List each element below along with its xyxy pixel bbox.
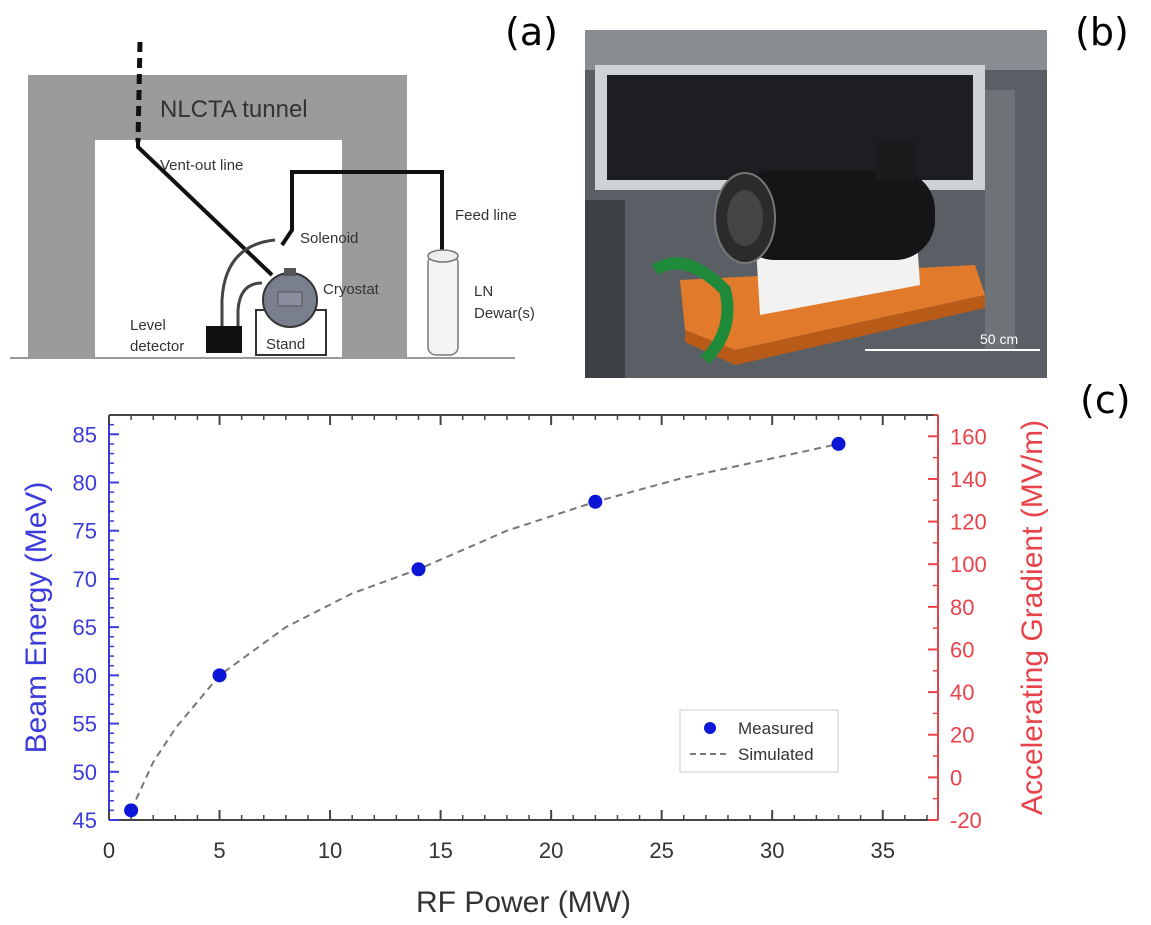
x-tick-label: 10 [318,838,342,863]
dewar-shape [427,254,459,356]
tunnel-walls [28,75,407,358]
y2-tick-label: 100 [950,552,987,577]
y2-tick-label: 60 [950,637,974,662]
measured-point [588,494,603,509]
sensor-line-2 [236,281,263,330]
x-tick-label: 15 [428,838,452,863]
legend-box [679,709,839,773]
panel-label-b: (b) [1075,10,1129,54]
y-tick-label: 80 [73,471,97,496]
setup-diagram: NLCTA tunnel Vent-out line Feed line Sol… [10,41,535,359]
y-tick-label: 60 [73,663,97,688]
panel-label-c: (c) [1080,378,1131,422]
ln-label-line2: Dewar(s) [474,305,535,322]
stand-label: Stand [266,336,305,353]
cryostat-top [284,268,296,276]
y-tick-label: 75 [73,519,97,544]
vent-line [136,142,274,277]
y-tick-label: 70 [73,567,97,592]
photo-cryostat-body [735,170,935,260]
measured-point [212,668,227,683]
vent-line-dashed [135,41,143,143]
cryostat-label: Cryostat [323,281,380,298]
feed-label: Feed line [455,207,517,224]
x-tick-label: 30 [760,838,784,863]
y-axis-label: Beam Energy (MeV) [20,482,53,754]
photo-window-dark [607,75,973,180]
measured-point [831,436,846,451]
x-tick-label: 20 [539,838,563,863]
y-tick-label: 45 [73,808,97,833]
tunnel-label: NLCTA tunnel [160,96,308,123]
y-tick-label: 50 [73,760,97,785]
y2-tick-label: 0 [950,765,962,790]
sensor-line-1 [220,238,276,330]
photo-table-edge [685,295,985,365]
ln-label-line1: LN [474,283,493,300]
measured-point [411,562,426,577]
photo-cryostat-face [727,190,763,246]
y2-tick-label: 140 [950,467,987,492]
y-tick-label: 65 [73,615,97,640]
photo-green-hose [651,257,734,365]
x-tick-label: 0 [103,838,115,863]
x-tick-label: 5 [213,838,225,863]
legend-measured-label: Measured [738,719,814,738]
y2-tick-label: 120 [950,510,987,535]
y2-tick-label: -20 [950,808,982,833]
measured-point [124,803,139,818]
photo-ceiling [585,30,1047,70]
y-tick-label: 55 [73,712,97,737]
dewar-top [427,249,459,263]
level-detector-box [206,326,242,353]
legend-measured-marker [704,722,716,734]
panel-label-a: (a) [505,10,558,54]
level-label-line1: Level [130,317,166,334]
photo-scale-label: 50 cm [980,331,1018,347]
x-axis-label: RF Power (MW) [416,886,631,919]
x-tick-label: 35 [870,838,894,863]
simulated-curve [130,442,839,811]
y2-tick-label: 40 [950,680,974,705]
level-label-line2: detector [130,338,184,355]
cryostat-window [277,291,303,307]
y2-tick-label: 160 [950,424,987,449]
energy-chart: 0 5 10 15 20 25 30 35 45 50 55 60 65 70 75 80 85 -20 0 20 40… [20,414,1049,919]
legend-simulated-label: Simulated [738,745,814,764]
photo-cryostat-top [875,140,915,180]
cryostat-photo: 50 cm [585,30,1047,378]
photo-pipe-left [585,200,625,378]
y-tick-label: 85 [73,422,97,447]
x-tick-label: 25 [649,838,673,863]
y2-tick-label: 80 [950,595,974,620]
photo-pipe-right [985,90,1015,350]
y2-tick-label: 20 [950,723,974,748]
solenoid-label: Solenoid [300,230,358,247]
y2-axis-label: Accelerating Gradient (MV/m) [1016,420,1049,815]
feed-line [280,170,444,250]
vent-label: Vent-out line [160,157,243,174]
